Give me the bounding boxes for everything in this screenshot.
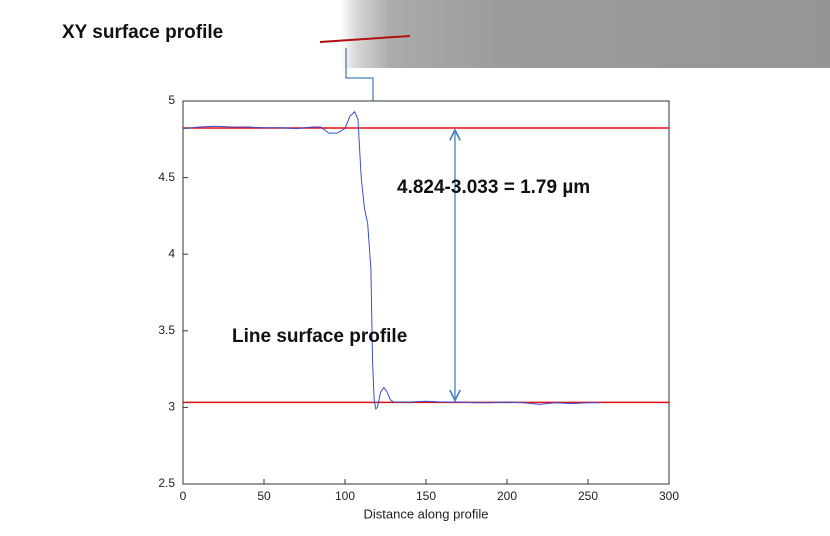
difference-annotation: 4.824-3.033 = 1.79 µm (397, 177, 590, 198)
banner (0, 0, 830, 68)
banner-title: XY surface profile (62, 22, 223, 43)
y-tick-label: 4.5 (158, 170, 175, 184)
y-tick-label: 2.5 (158, 476, 175, 490)
x-tick-label: 0 (180, 489, 187, 503)
profile-line (182, 110, 600, 410)
cut-line (319, 35, 411, 43)
x-tick-label: 300 (659, 489, 679, 503)
x-tick-label: 250 (578, 489, 598, 503)
connector (345, 48, 374, 108)
y-tick-label: 3 (168, 400, 175, 414)
x-tick-label: 50 (257, 489, 271, 503)
y-tick-label: 3.5 (158, 323, 175, 337)
y-tick-label: 4 (168, 246, 175, 260)
y-tick-label: 5 (168, 93, 175, 107)
x-tick-label: 200 (497, 489, 517, 503)
plot-frame (182, 100, 670, 485)
x-tick-label: 150 (416, 489, 436, 503)
profile-annotation: Line surface profile (232, 326, 407, 347)
x-tick-label: 100 (335, 489, 355, 503)
x-axis-label: Distance along profile (363, 506, 488, 521)
